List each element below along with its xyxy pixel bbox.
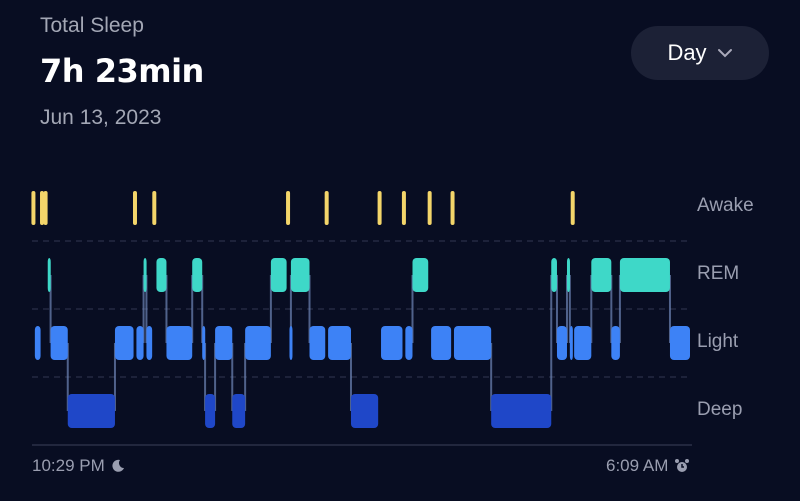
stage-label-awake: Awake: [697, 195, 754, 216]
segment-rem: [551, 258, 557, 292]
period-selector-button[interactable]: Day: [631, 26, 769, 80]
segment-rem: [156, 258, 167, 292]
segment-light: [669, 326, 690, 360]
segment-light: [569, 326, 573, 360]
segment-rem: [619, 258, 670, 292]
stage-label-light: Light: [697, 331, 739, 352]
segment-awake: [401, 191, 406, 225]
segment-light: [245, 326, 271, 360]
segment-awake: [570, 191, 575, 225]
total-sleep-value: 7h 23min: [40, 52, 204, 90]
segment-light: [431, 326, 452, 360]
segment-awake: [43, 191, 48, 225]
x-end-label: 6:09 AM: [606, 456, 669, 475]
segment-light: [136, 326, 144, 360]
alarm-clock-icon: [675, 459, 690, 472]
segment-light: [34, 326, 41, 360]
segment-light: [556, 326, 567, 360]
segment-light: [146, 326, 153, 360]
segment-light: [309, 326, 326, 360]
segment-awake: [286, 191, 291, 225]
segment-light: [453, 326, 492, 360]
segment-deep: [350, 394, 379, 428]
total-sleep-label: Total Sleep: [40, 14, 144, 37]
segment-light: [289, 326, 293, 360]
segment-awake: [40, 191, 45, 225]
segment-awake: [324, 191, 329, 225]
segment-rem: [566, 258, 570, 292]
sleep-date: Jun 13, 2023: [40, 106, 162, 129]
x-start: 10:29 PM: [32, 456, 125, 476]
segment-awake: [132, 191, 137, 225]
segment-light: [611, 326, 620, 360]
moon-icon: [112, 459, 124, 472]
segment-deep: [67, 394, 115, 428]
x-start-label: 10:29 PM: [32, 456, 105, 475]
segment-awake: [427, 191, 432, 225]
segment-rem: [412, 258, 429, 292]
segment-light: [215, 326, 233, 360]
segment-light: [50, 326, 68, 360]
x-end: 6:09 AM: [606, 456, 690, 476]
segment-rem: [143, 258, 147, 292]
segment-deep: [491, 394, 552, 428]
segment-awake: [31, 191, 36, 225]
segment-rem: [270, 258, 287, 292]
segment-rem: [591, 258, 612, 292]
segment-light: [381, 326, 403, 360]
segment-awake: [450, 191, 455, 225]
segment-light: [574, 326, 592, 360]
segment-light: [114, 326, 134, 360]
segment-awake: [152, 191, 157, 225]
stage-label-deep: Deep: [697, 399, 743, 420]
segment-rem: [290, 258, 310, 292]
chevron-down-icon: [717, 49, 732, 58]
segment-rem: [47, 258, 51, 292]
segment-light: [328, 326, 351, 360]
segment-deep: [205, 394, 216, 428]
segment-light: [202, 326, 206, 360]
period-label: Day: [667, 40, 707, 65]
segment-light: [405, 326, 413, 360]
segment-deep: [232, 394, 246, 428]
stage-label-rem: REM: [697, 263, 740, 284]
segment-rem: [192, 258, 203, 292]
segment-awake: [377, 191, 382, 225]
segment-light: [166, 326, 193, 360]
